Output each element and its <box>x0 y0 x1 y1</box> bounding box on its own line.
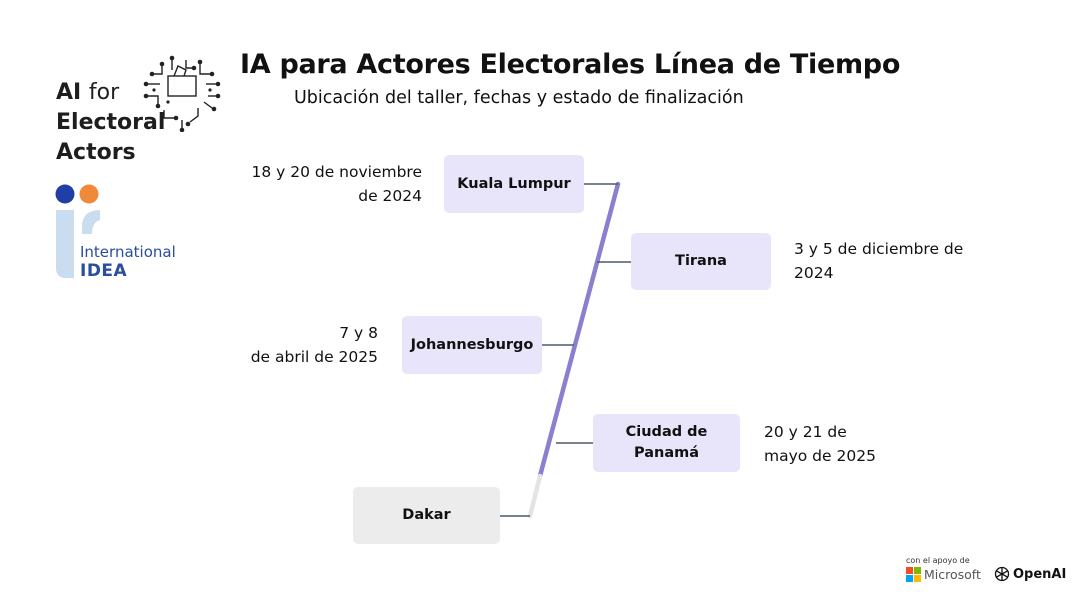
event-box-dakar: Dakar <box>353 487 500 544</box>
microsoft-label: Microsoft <box>924 567 981 582</box>
org-name-line2: IDEA <box>80 261 128 281</box>
international-idea-logo-icon <box>55 184 100 278</box>
event-box-tirana: Tirana <box>631 233 771 290</box>
event-box-johannesburgo: Johannesburgo <box>402 316 542 374</box>
page-subtitle: Ubicación del taller, fechas y estado de… <box>294 88 744 108</box>
event-box-ciudad-de-panama: Ciudad de Panamá <box>593 414 740 472</box>
openai-label: OpenAI <box>1013 566 1067 582</box>
event-location: Tirana <box>675 253 727 269</box>
org-name-line1: International <box>80 243 176 261</box>
microsoft-icon <box>906 567 921 582</box>
brand-actors: Actors <box>56 140 136 165</box>
event-date-tirana: 3 y 5 de diciembre de 2024 <box>794 240 964 282</box>
event-location-line2: Panamá <box>633 445 700 461</box>
microsoft-logo: Microsoft <box>906 567 981 582</box>
openai-logo: OpenAI <box>994 566 1066 582</box>
brand-for: for <box>88 80 120 105</box>
event-date-kuala-lumpur: 18 y 20 de noviembre de 2024 <box>251 163 422 205</box>
event-location: Dakar <box>402 507 451 523</box>
event-box-kuala-lumpur: Kuala Lumpur <box>444 155 584 213</box>
openai-icon <box>994 566 1010 582</box>
event-location-line1: Ciudad de <box>625 424 708 440</box>
brand-ai: AI <box>56 80 82 105</box>
event-location: Kuala Lumpur <box>457 175 571 192</box>
brain-circuit-ballot-icon <box>143 55 221 132</box>
timeline-completed-segment <box>537 181 621 479</box>
page-title: IA para Actores Electorales Línea de Tie… <box>240 49 901 80</box>
event-location: Johannesburgo <box>410 336 534 353</box>
brand-electoral: Electoral <box>56 110 166 135</box>
event-date-ciudad-de-panama: 20 y 21 de mayo de 2025 <box>764 423 876 465</box>
support-text: con el apoyo de <box>906 556 970 565</box>
timeline-pending-segment <box>527 473 543 519</box>
event-date-johannesburgo: 7 y 8 de abril de 2025 <box>250 324 378 366</box>
brand-logo-text: AI for Electoral Actors <box>56 78 165 168</box>
